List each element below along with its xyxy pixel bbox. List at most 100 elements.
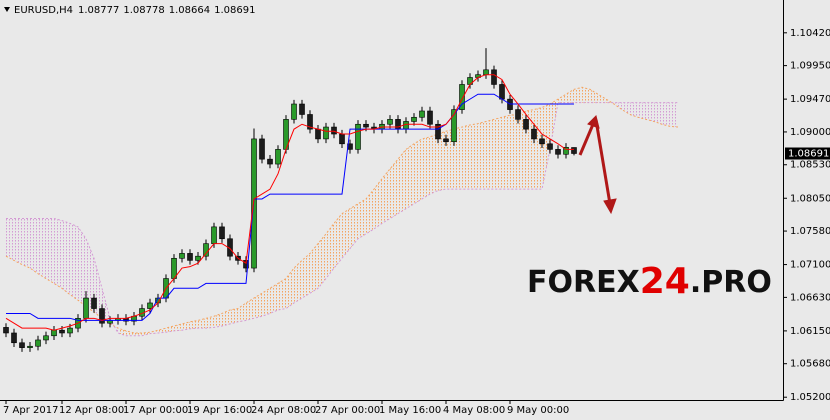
candle-body [443, 138, 449, 143]
x-tick-label: 27 Apr 00:00 [315, 405, 380, 416]
cloud-segment [214, 313, 222, 328]
candle-body [35, 339, 41, 347]
x-tick-label: 24 Apr 08:00 [251, 405, 316, 416]
candle-body [571, 147, 577, 154]
cloud-segment [502, 115, 510, 190]
candle-body [499, 84, 505, 100]
cloud-segment [230, 308, 238, 324]
cloud-segment [590, 89, 598, 103]
cloud-segment [398, 149, 406, 214]
candle-body [515, 109, 521, 120]
candle-body [3, 327, 9, 334]
candle-body [387, 119, 393, 125]
cloud-segment [358, 198, 366, 239]
last-price-label: 1.08691 [788, 149, 829, 160]
symbol: EURUSD,H4 [14, 5, 73, 16]
candle-body [211, 226, 217, 244]
candle-body [491, 69, 497, 85]
cloud-segment [206, 316, 214, 329]
cloud-segment [478, 121, 486, 190]
cloud-segment [438, 131, 446, 191]
y-tick-label: 1.07580 [790, 226, 830, 237]
high-value: 1.08778 [123, 5, 164, 16]
candle-body [195, 255, 201, 261]
cloud-segment [406, 143, 414, 209]
header-icon [4, 7, 10, 12]
candle-body [11, 332, 17, 344]
candle-body [419, 110, 425, 118]
cloud-segment [78, 226, 86, 307]
candle-body [59, 329, 65, 334]
y-tick-label: 1.07100 [790, 260, 830, 271]
candle-body [451, 109, 457, 143]
y-tick-label: 1.09470 [790, 94, 830, 105]
x-tick-label: 4 May 08:00 [443, 405, 505, 416]
cloud-segment [454, 127, 462, 190]
watermark-part: .PRO [690, 265, 772, 300]
candle-body [459, 84, 465, 110]
candle-body [547, 143, 553, 150]
y-tick-label: 1.06630 [790, 292, 830, 303]
watermark: FOREX24.PRO [527, 261, 772, 302]
cloud-segment [238, 302, 246, 322]
candle-body [291, 103, 297, 120]
candle-body [531, 128, 537, 140]
cloud-segment [334, 213, 342, 269]
cloud-segment [518, 110, 526, 190]
close-value: 1.08691 [214, 5, 255, 16]
cloud-segment [414, 138, 422, 204]
cloud-segment [318, 233, 326, 289]
cloud-segment [22, 218, 30, 269]
y-tick-label: 1.05680 [790, 359, 830, 370]
cloud-segment [542, 104, 550, 190]
candle-body [363, 123, 369, 128]
cloud-segment [422, 136, 430, 199]
cloud-segment [302, 253, 310, 299]
cloud-segment [30, 218, 38, 274]
candle-body [299, 103, 305, 115]
candle-body [411, 116, 417, 122]
cloud-segment [270, 283, 278, 314]
candle-body [203, 243, 209, 257]
forecast-arrows [578, 115, 617, 215]
cloud-segment [310, 243, 318, 294]
cloud-segment [38, 218, 46, 279]
cloud-segment [190, 320, 198, 329]
cloud-segment [486, 119, 494, 190]
candle-body [435, 123, 441, 140]
candle-body [331, 126, 337, 135]
cloud-segment [246, 298, 254, 321]
open-value: 1.08777 [78, 5, 119, 16]
cloud-segment [510, 114, 518, 190]
cloud-segment [294, 260, 302, 303]
candle-body [395, 119, 401, 130]
candle-body [563, 146, 569, 155]
watermark-part: 24 [640, 261, 690, 302]
cloud-segment [558, 94, 566, 103]
cloud-segment [262, 288, 270, 317]
cloud-segment [598, 94, 606, 103]
candle-body [483, 69, 489, 75]
cloud-segment [134, 332, 142, 336]
cloud-segment [670, 102, 678, 128]
cloud-segment [366, 189, 374, 234]
cloud-segment [446, 129, 454, 190]
cloud-segment [6, 218, 14, 261]
cloud-segment [46, 218, 54, 284]
cloud-segment [350, 203, 358, 249]
candle-body [147, 302, 153, 309]
y-tick-label: 1.08050 [790, 193, 830, 204]
x-tick-label: 9 May 00:00 [507, 405, 569, 416]
y-tick-label: 1.08530 [790, 160, 830, 171]
cloud-segment [582, 87, 590, 103]
arrow-head [603, 198, 617, 215]
y-tick-label: 1.09950 [790, 61, 830, 72]
cloud-segment [374, 178, 382, 229]
cloud-segment [534, 107, 542, 190]
cloud-segment [342, 208, 350, 259]
cloud-segment [62, 220, 70, 295]
cloud-segment [158, 328, 166, 333]
candle-body [179, 253, 185, 259]
